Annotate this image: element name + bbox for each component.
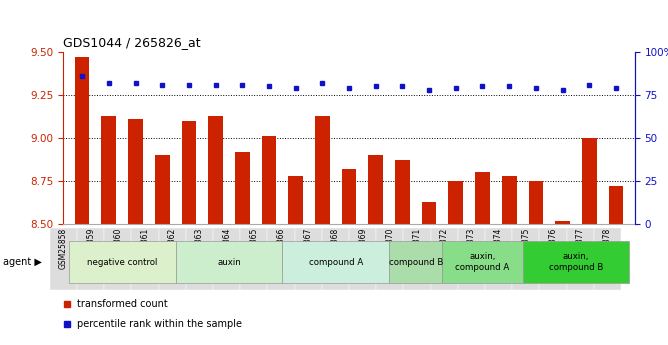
Bar [376,228,403,290]
FancyBboxPatch shape [176,241,283,283]
FancyBboxPatch shape [389,241,442,283]
Bar [349,228,376,290]
Text: GSM25866: GSM25866 [277,228,285,269]
Text: GSM25869: GSM25869 [358,228,367,269]
Bar [182,121,196,224]
FancyBboxPatch shape [69,241,176,283]
Bar [240,228,267,290]
Bar [555,221,570,224]
Bar [322,228,349,290]
FancyBboxPatch shape [442,241,522,283]
Text: auxin,
compound B: auxin, compound B [548,253,603,272]
Bar [342,169,356,224]
Bar [528,181,543,224]
Bar [208,116,223,224]
Bar [594,228,621,290]
Bar [609,186,623,224]
Bar [102,116,116,224]
Bar [159,228,186,290]
Bar [77,228,104,290]
Bar [395,160,409,224]
Bar [295,228,322,290]
Text: GSM25871: GSM25871 [413,228,422,269]
Bar [75,57,90,224]
Text: GSM25874: GSM25874 [494,228,503,269]
Bar [132,228,159,290]
Text: compound B: compound B [389,258,443,267]
Bar [267,228,295,290]
Bar [582,138,597,224]
Bar [368,155,383,224]
Text: negative control: negative control [87,258,158,267]
Text: auxin,
compound A: auxin, compound A [456,253,510,272]
Text: GSM25859: GSM25859 [86,228,95,269]
Text: auxin: auxin [217,258,240,267]
Bar [403,228,431,290]
Text: GSM25858: GSM25858 [59,228,68,269]
Bar [315,116,330,224]
Text: GSM25863: GSM25863 [195,228,204,269]
Text: compound A: compound A [309,258,363,267]
Bar [502,176,516,224]
Bar [104,228,132,290]
Bar [128,119,143,224]
FancyBboxPatch shape [522,241,629,283]
Bar [262,136,277,224]
Bar [186,228,213,290]
Bar [422,202,436,224]
Bar [458,228,485,290]
Text: GSM25864: GSM25864 [222,228,231,269]
Bar [289,176,303,224]
Text: GSM25873: GSM25873 [467,228,476,269]
Text: GSM25877: GSM25877 [576,228,584,269]
Bar [448,181,463,224]
Bar [235,152,250,224]
Bar [540,228,566,290]
Text: percentile rank within the sample: percentile rank within the sample [77,319,242,329]
Bar [155,155,170,224]
Text: GSM25878: GSM25878 [603,228,612,269]
Bar [475,172,490,224]
Text: GSM25870: GSM25870 [385,228,394,269]
Text: GSM25872: GSM25872 [440,228,449,269]
Text: GDS1044 / 265826_at: GDS1044 / 265826_at [63,36,201,49]
Text: GSM25861: GSM25861 [140,228,150,269]
Text: agent ▶: agent ▶ [3,257,42,267]
Text: GSM25865: GSM25865 [249,228,259,269]
Text: GSM25875: GSM25875 [521,228,530,269]
Bar [566,228,594,290]
Text: GSM25868: GSM25868 [331,228,340,269]
Bar [485,228,512,290]
Bar [512,228,540,290]
Text: GSM25862: GSM25862 [168,228,177,269]
Bar [213,228,240,290]
Bar [50,228,77,290]
Bar [431,228,458,290]
Text: GSM25867: GSM25867 [304,228,313,269]
Text: transformed count: transformed count [77,299,168,308]
FancyBboxPatch shape [283,241,389,283]
Text: GSM25876: GSM25876 [548,228,558,269]
Text: GSM25860: GSM25860 [114,228,122,269]
